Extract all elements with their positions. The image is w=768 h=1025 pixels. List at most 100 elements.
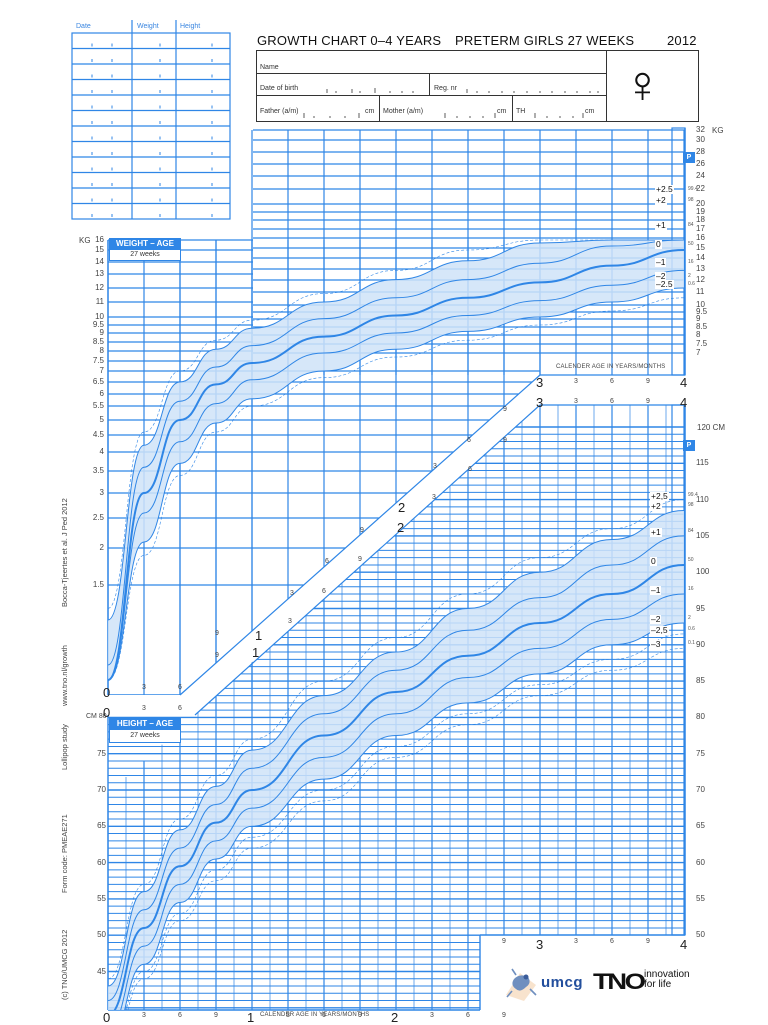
height-right-tick: 75 — [696, 748, 705, 758]
weight-right-tick: 16 — [696, 233, 705, 242]
age-year-label: 0 — [103, 705, 111, 720]
father-cm-unit: cm — [365, 108, 375, 115]
weight-sd-label: +1 — [655, 220, 667, 230]
height-age-banner: HEIGHT – AGE — [109, 718, 181, 730]
age-diagonal-label: 3 — [433, 463, 437, 470]
age-year-label: 0 — [103, 1010, 111, 1025]
height-unit-right: 120 CM — [697, 423, 726, 432]
weight-percentile-column-label: P — [683, 152, 695, 163]
date-of-birth-field[interactable]: Date of birth — [260, 85, 299, 92]
weight-right-tick: 18 — [696, 215, 705, 224]
weight-left-tick: 11 — [95, 297, 104, 306]
weight-left-tick: 2.5 — [92, 513, 104, 522]
weight-left-tick: 9 — [99, 328, 104, 337]
age-month-label: 3 — [142, 684, 146, 691]
age-diagonal-label: 9 — [358, 556, 362, 563]
tno-tagline-line1: innovation — [644, 969, 690, 980]
reg-nr-field[interactable]: Reg. nr — [434, 85, 457, 92]
height-percentile-label: 84 — [688, 527, 694, 534]
height-right-tick: 95 — [696, 603, 705, 613]
weight-left-tick: 4.5 — [92, 430, 104, 439]
height-percentile-column-label: P — [683, 440, 695, 451]
height-left-tick: 75 — [97, 748, 106, 758]
age-month-label: 9 — [214, 1012, 218, 1019]
height-right-tick: 85 — [696, 676, 705, 686]
age-diagonal-label: 1 — [255, 628, 263, 643]
weight-right-tick: 14 — [696, 253, 705, 262]
weight-age-axis-caption: CALENDER AGE IN YEARS/MONTHS — [556, 364, 666, 370]
record-table-header-date: Date — [76, 23, 91, 30]
th-cm-unit: cm — [585, 108, 595, 115]
age-year-label: 3 — [536, 375, 544, 390]
height-percentile-label: 50 — [688, 556, 694, 563]
age-month-label: 9 — [358, 1012, 362, 1019]
weight-percentile-label: 98 — [688, 197, 694, 203]
weight-left-tick: 8 — [99, 346, 104, 355]
age-year-label: 2 — [391, 1010, 399, 1025]
height-left-tick: 50 — [97, 930, 106, 940]
weight-left-tick: 6 — [99, 389, 104, 398]
weight-right-tick: 28 — [696, 147, 705, 156]
weight-left-tick: 3.5 — [92, 466, 104, 475]
height-right-tick: 80 — [696, 712, 705, 722]
age-diagonal-label: 9 — [503, 406, 507, 413]
age-diagonal-label: 2 — [398, 500, 406, 515]
target-height-field[interactable]: TH — [516, 108, 526, 115]
age-diagonal-label: 3 — [290, 590, 294, 597]
age-month-label: 3 — [286, 1012, 290, 1019]
weight-percentile-label: 50 — [688, 241, 694, 247]
height-age-axis-caption: CALENDER AGE IN YEARS/MONTHS — [260, 1012, 370, 1018]
age-year-label: 4 — [680, 375, 688, 390]
weight-left-tick: 2 — [99, 543, 104, 552]
age-year-label: 4 — [680, 395, 688, 410]
weight-left-tick: 15 — [95, 245, 104, 254]
height-gestation-label: 27 weeks — [109, 730, 181, 743]
name-field[interactable]: Name — [260, 64, 279, 71]
weight-right-tick: 32 — [696, 125, 705, 134]
height-percentile-label: 2 — [688, 615, 691, 622]
age-diagonal-label: 9 — [503, 437, 507, 444]
weight-percentile-label: 16 — [688, 258, 694, 265]
age-month-label: 3 — [574, 938, 578, 945]
weight-sd-label: +2.5 — [655, 183, 674, 194]
age-diagonal-label: 9 — [215, 630, 219, 637]
age-diagonal-label: 3 — [432, 494, 436, 501]
father-height-field[interactable]: Father (a/m) — [260, 108, 299, 115]
record-table-header-weight: Weight — [137, 23, 159, 30]
weight-left-tick: 3 — [99, 488, 104, 497]
weight-right-tick: 12 — [696, 275, 705, 284]
weight-gestation-label: 27 weeks — [109, 250, 181, 261]
patient-info-form: Name Date of birth Reg. nr Father (a/m) … — [256, 50, 699, 122]
weight-percentile-label: 84 — [688, 222, 694, 228]
weight-left-tick: 7 — [99, 366, 104, 375]
weight-left-tick: 14 — [95, 257, 104, 266]
weight-unit-right: KG — [712, 126, 724, 135]
height-right-tick: 105 — [696, 530, 710, 540]
age-year-label: 0 — [103, 685, 111, 700]
height-right-tick: 65 — [696, 821, 705, 831]
age-month-label: 9 — [502, 1012, 506, 1019]
age-diagonal-label: 6 — [325, 558, 329, 565]
weight-sd-label: 0 — [655, 239, 662, 249]
copyright-text: (c) TNO/UMCG 2012 — [60, 929, 69, 1000]
height-right-tick: 90 — [696, 639, 705, 649]
weight-left-tick: 8.5 — [92, 337, 104, 346]
height-sd-label: –3 — [650, 639, 662, 650]
height-right-tick: 115 — [696, 458, 709, 468]
weight-right-tick: 8.5 — [696, 322, 708, 331]
height-right-tick: 110 — [696, 494, 709, 504]
age-month-label: 3 — [430, 1012, 434, 1019]
height-sd-label: +2,5 — [650, 490, 669, 501]
weight-right-tick: 11 — [696, 287, 705, 296]
weight-right-tick: 19 — [696, 207, 705, 216]
umcg-frog-logo-icon — [502, 965, 542, 1005]
form-code-text: Form code: PMEAE271 — [60, 814, 69, 893]
weight-left-tick: 16 — [95, 235, 104, 244]
weight-percentile-label: 2 — [688, 273, 691, 279]
mother-height-field[interactable]: Mother (a/m) — [383, 108, 424, 115]
weight-sd-label: –2 — [655, 271, 667, 281]
weight-age-banner: WEIGHT – AGE — [109, 238, 181, 250]
age-diagonal-label: 9 — [360, 527, 364, 534]
age-month-label: 6 — [610, 938, 614, 945]
height-right-tick: 70 — [696, 785, 705, 794]
